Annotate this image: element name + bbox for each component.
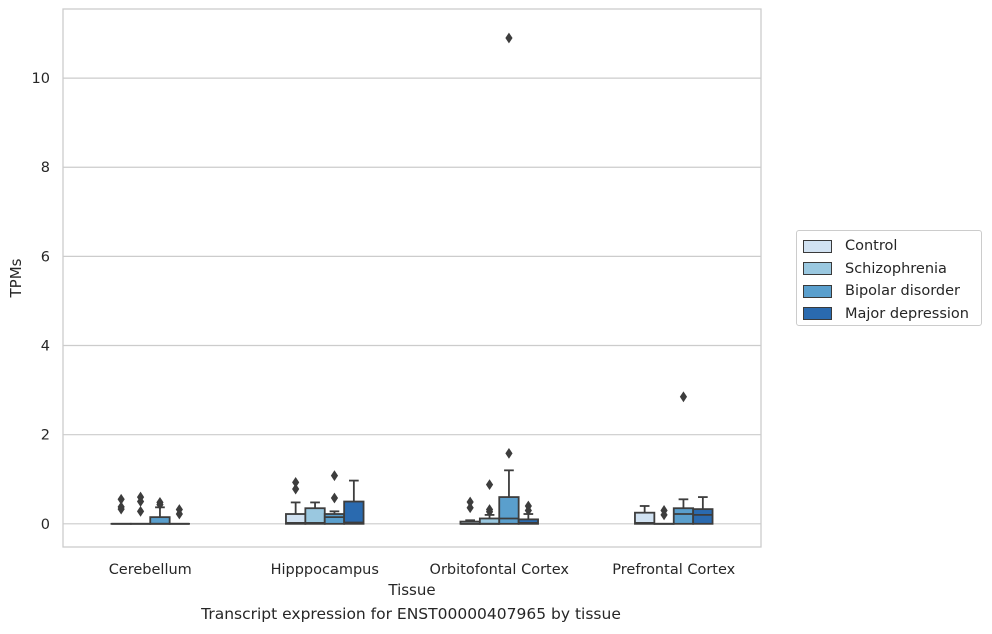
box-control [634, 505, 656, 525]
y-tick-label: 6 [41, 249, 50, 265]
outlier-point [505, 32, 513, 44]
box-body [692, 508, 714, 525]
box-body [323, 513, 346, 525]
box-control [110, 493, 132, 525]
legend-label-bipolar-disorder: Bipolar disorder [845, 283, 960, 300]
box-major-depression [168, 504, 190, 525]
box-bipolar-disorder [672, 391, 695, 525]
box-schizophrenia [478, 479, 501, 525]
legend: Control Schizophrenia Bipolar disorder M… [796, 230, 982, 326]
box-body [498, 496, 520, 525]
box-schizophrenia [304, 501, 326, 525]
legend-swatch-bipolar-disorder [803, 284, 832, 298]
box-bipolar-disorder [498, 32, 520, 525]
legend-item-schizophrenia: Schizophrenia [803, 258, 981, 281]
box-body [304, 507, 326, 525]
box-plots [110, 32, 714, 525]
box-body [149, 516, 171, 525]
outlier-point [136, 505, 145, 517]
box-major-depression [517, 500, 539, 525]
box-body [343, 500, 365, 525]
outlier-point [292, 476, 300, 488]
outlier-point [292, 483, 300, 495]
outlier-point [679, 391, 688, 403]
legend-item-major-depression: Major depression [803, 303, 981, 326]
x-tick-labels: Cerebellum Hipppocampus Orbitofontal Corte… [109, 562, 736, 578]
outlier-point [524, 505, 532, 516]
outlier-point [156, 499, 164, 511]
outlier-point [505, 447, 513, 459]
legend-label-control: Control [845, 238, 898, 255]
legend-label-schizophrenia: Schizophrenia [845, 260, 947, 277]
y-tick-label: 0 [41, 517, 50, 533]
box-bipolar-disorder [149, 497, 171, 525]
box-schizophrenia [129, 491, 152, 525]
outlier-point [175, 508, 183, 520]
legend-swatch-major-depression [803, 307, 832, 321]
box-major-depression [343, 479, 365, 525]
box-body [672, 507, 695, 525]
plot-frame [62, 8, 762, 548]
x-axis-label: Tissue [387, 581, 435, 599]
box-bipolar-disorder [323, 470, 346, 525]
y-tick-label: 10 [32, 71, 50, 87]
series-control [110, 476, 656, 525]
outlier-point [466, 502, 474, 514]
y-tick-label: 8 [41, 160, 50, 176]
outlier-point [660, 509, 668, 521]
box-major-depression [692, 496, 714, 525]
x-tick-label: Prefrontal Cortex [612, 562, 735, 578]
legend-label-major-depression: Major depression [845, 305, 969, 322]
box-schizophrenia [653, 505, 675, 525]
x-tick-label: Orbitofontal Cortex [430, 562, 570, 578]
y-tick-label: 2 [41, 428, 50, 444]
y-tick-labels: 0 2 4 6 8 10 [32, 71, 50, 533]
chart-title: Transcript expression for ENST0000040796… [201, 605, 621, 623]
box-control [459, 496, 481, 525]
outlier-point [485, 479, 494, 490]
legend-item-control: Control [803, 235, 981, 258]
outlier-point [136, 496, 145, 507]
outlier-point [117, 503, 125, 515]
gridlines [63, 77, 761, 525]
legend-item-bipolar-disorder: Bipolar disorder [803, 280, 981, 303]
y-axis-label: TPMs [7, 258, 25, 298]
y-tick-label: 4 [41, 339, 50, 355]
legend-swatch-schizophrenia [803, 262, 832, 276]
legend-swatch-control [803, 239, 832, 253]
outlier-point [330, 492, 339, 504]
outlier-point [485, 506, 494, 518]
x-tick-label: Hipppocampus [271, 562, 379, 578]
outlier-point [466, 496, 474, 508]
outlier-point [117, 493, 125, 505]
x-tick-label: Cerebellum [109, 562, 192, 578]
box-control [285, 476, 307, 525]
series-bipolar-disorder [149, 32, 695, 525]
series-schizophrenia [129, 479, 675, 525]
series-major-depression [168, 479, 714, 525]
outlier-point [330, 470, 339, 482]
